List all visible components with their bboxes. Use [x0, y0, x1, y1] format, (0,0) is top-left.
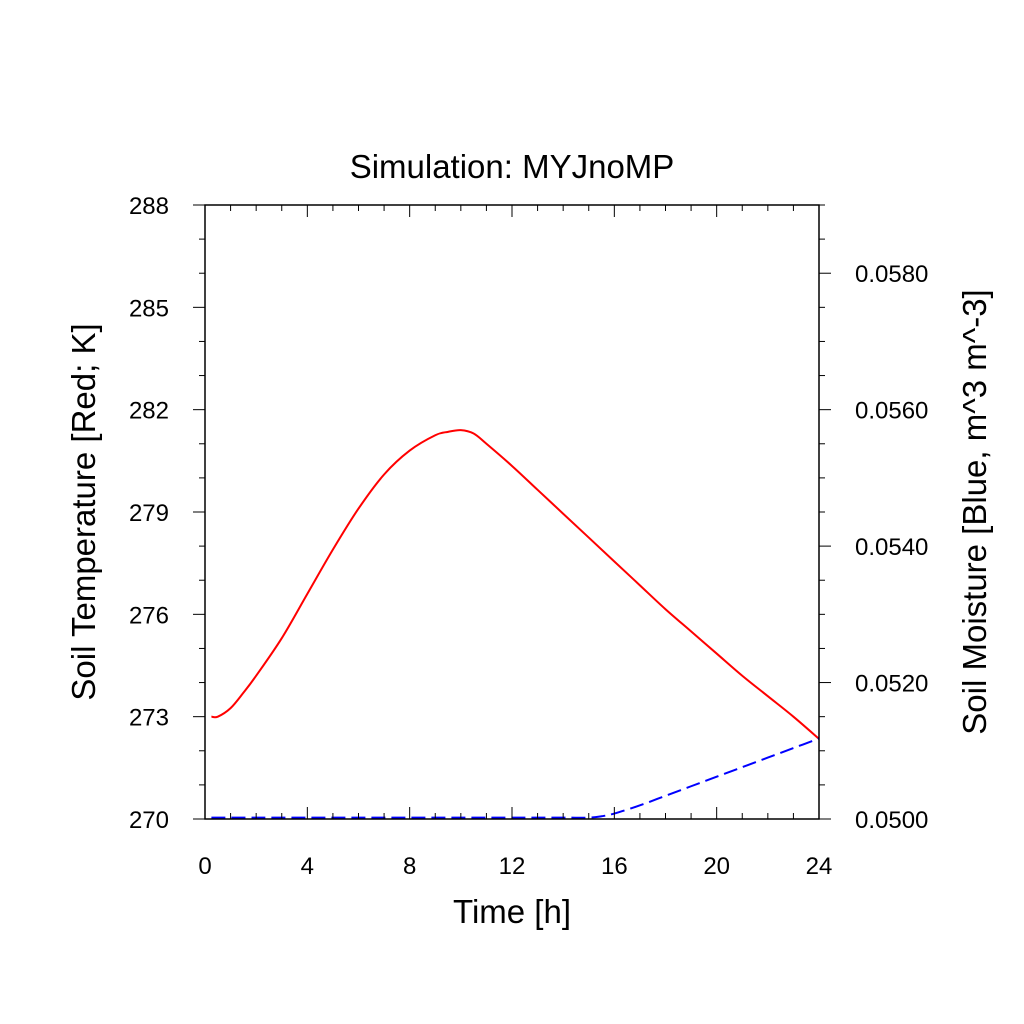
y-left-tick-label: 282 [129, 398, 169, 425]
y-right-tick-label: 0.0500 [855, 807, 928, 834]
y-right-tick-label: 0.0580 [855, 261, 928, 288]
y-left-tick-label: 270 [129, 807, 169, 834]
y-left-tick-label: 288 [129, 193, 169, 220]
y-right-tick-label: 0.0540 [855, 534, 928, 561]
x-tick-label: 0 [198, 853, 211, 880]
x-tick-label: 24 [806, 853, 833, 880]
y-axis-right-label: Soil Moisture [Blue, m^3 m^-3] [956, 289, 993, 734]
soil-temperature-line [211, 429, 820, 740]
y-left-tick-label: 285 [129, 295, 169, 322]
y-left-tick-label: 273 [129, 705, 169, 732]
plot-frame [204, 204, 820, 820]
series-layer [211, 429, 820, 819]
y-right-tick-label: 0.0520 [855, 671, 928, 698]
soil-moisture-line [211, 737, 820, 819]
chart-title: Simulation: MYJnoMP [350, 148, 675, 185]
x-tick-label: 4 [301, 853, 314, 880]
y-left-tick-label: 276 [129, 602, 169, 629]
x-tick-label: 16 [601, 853, 628, 880]
x-tick-label: 20 [703, 853, 730, 880]
ticks-layer: 0 4 8 12 16 20 24 270 273 276 279 282 285 288 0.0500 0.… [129, 193, 928, 880]
x-axis-label: Time [h] [453, 893, 571, 930]
x-tick-label: 12 [499, 853, 526, 880]
x-tick-label: 8 [403, 853, 416, 880]
y-left-tick-label: 279 [129, 500, 169, 527]
y-axis-left-label: Soil Temperature [Red; K] [65, 323, 102, 700]
y-right-tick-label: 0.0560 [855, 398, 928, 425]
